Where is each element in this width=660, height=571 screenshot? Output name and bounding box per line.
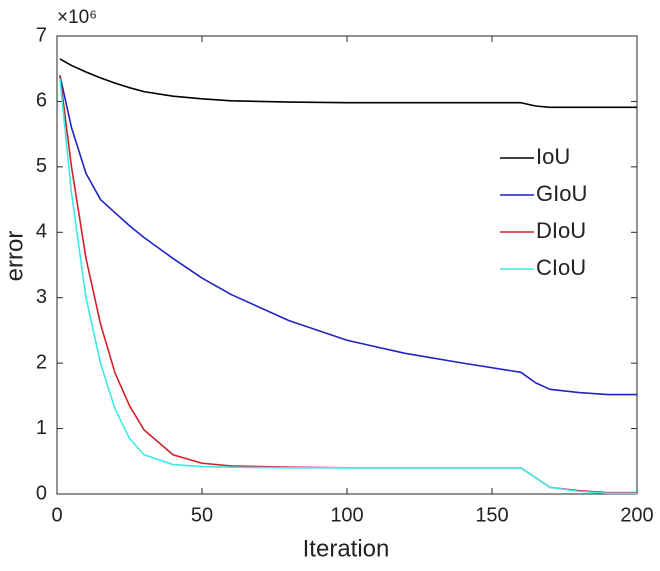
line-series [59, 75, 637, 396]
line-series [59, 78, 637, 495]
y-tick-label: 3 [36, 286, 47, 308]
y-tick-label: 1 [36, 417, 47, 439]
y-tick-label: 7 [36, 24, 47, 46]
legend-label: DIoU [536, 218, 586, 243]
legend-label: GIoU [536, 181, 587, 206]
y-tick-label: 4 [36, 221, 47, 243]
x-tick-label: 100 [330, 504, 363, 526]
y-tick-label: 2 [36, 351, 47, 373]
y-axis-label: error [1, 231, 28, 282]
legend-label: CIoU [536, 255, 586, 280]
y-multiplier: ×10⁶ [57, 7, 97, 28]
y-tick-label: 6 [36, 90, 47, 112]
line-series [59, 58, 637, 109]
x-tick-label: 0 [51, 504, 62, 526]
x-tick-label: 150 [475, 504, 508, 526]
y-tick-label: 5 [36, 155, 47, 177]
legend-label: IoU [536, 144, 570, 169]
x-axis-label: Iteration [303, 535, 390, 562]
x-tick-label: 200 [620, 504, 653, 526]
y-tick-label: 0 [36, 482, 47, 504]
x-tick-label: 50 [191, 504, 213, 526]
line-series [59, 75, 637, 494]
